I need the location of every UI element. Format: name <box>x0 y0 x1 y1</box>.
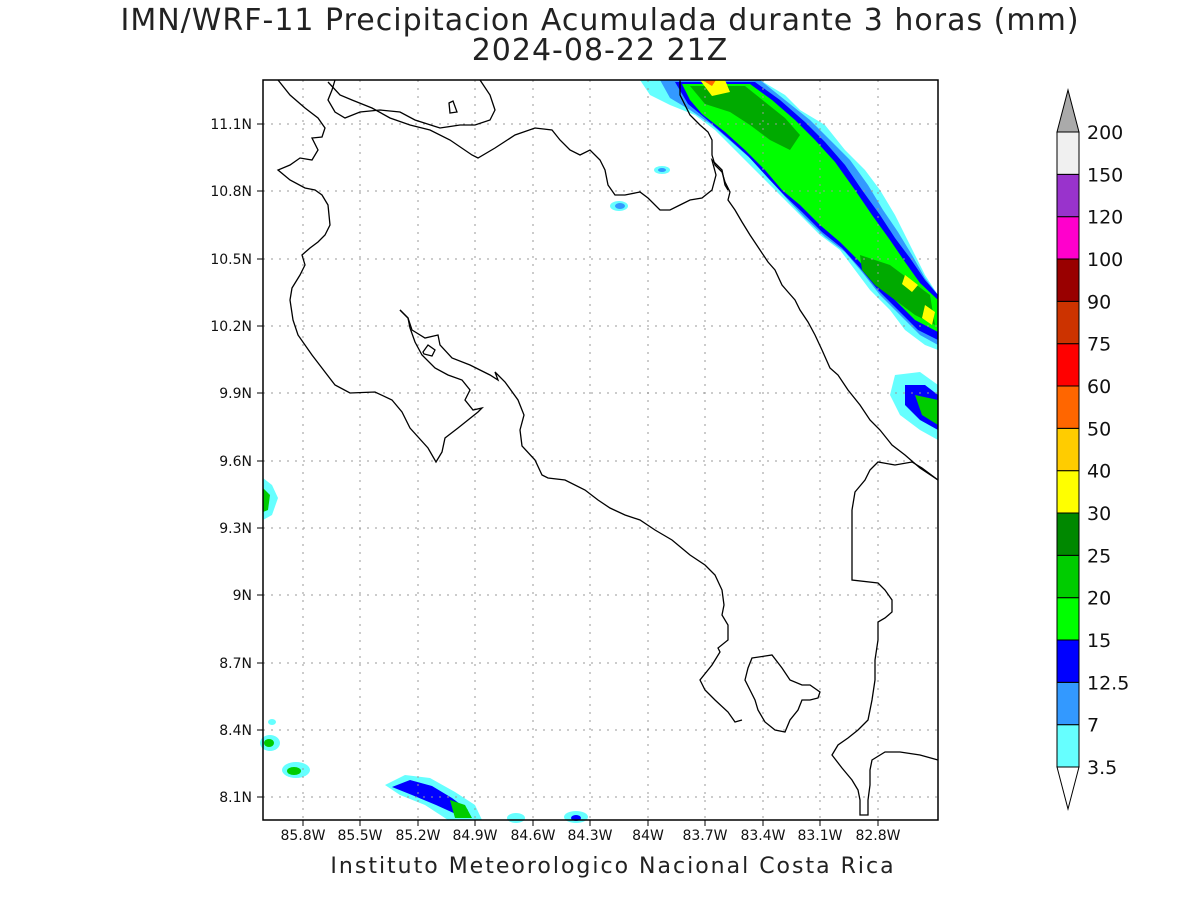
colorbar-label: 90 <box>1087 291 1111 313</box>
colorbar-box <box>1056 597 1080 641</box>
colorbar-lower-arrow <box>1056 766 1080 811</box>
precip-dot-north-1-core <box>658 168 666 172</box>
colorbar-box <box>1056 681 1080 726</box>
coastline-north-bay <box>327 79 496 129</box>
precip-cluster-west-20 <box>263 488 270 512</box>
colorbar-label: 20 <box>1087 588 1111 610</box>
lat-label: 8.7N <box>219 656 252 672</box>
lon-label: 84.3W <box>567 828 612 844</box>
colorbar-label: 7 <box>1087 715 1099 737</box>
colorbar-box <box>1056 173 1080 218</box>
colorbar-box <box>1056 470 1080 514</box>
colorbar-box <box>1056 385 1080 429</box>
colorbar-box <box>1056 724 1080 768</box>
lat-label: 9.3N <box>219 521 252 537</box>
lat-label: 10.2N <box>210 319 252 335</box>
lake-nicaragua-shore <box>327 81 729 211</box>
precip-dot-sw-3-core <box>287 767 301 775</box>
lat-axis: 11.1N 10.8N 10.5N 10.2N 9.9N 9.6N 9.3N 9… <box>210 117 263 806</box>
colorbar-box <box>1056 300 1080 345</box>
map-footer: Instituto Meteorologico Nacional Costa R… <box>330 854 896 879</box>
colorbar-label: 100 <box>1087 249 1123 271</box>
colorbar-label: 200 <box>1087 122 1123 144</box>
colorbar-box <box>1056 343 1080 387</box>
colorbar-box <box>1056 258 1080 302</box>
map-title: IMN/WRF-11 Precipitacion Acumulada duran… <box>120 3 1080 38</box>
colorbar-box <box>1056 427 1080 472</box>
lon-label: 84.9W <box>452 828 497 844</box>
lon-label: 83.1W <box>797 828 842 844</box>
lat-label: 10.5N <box>210 252 252 268</box>
island-small-1 <box>448 100 458 114</box>
precip-dot-sw-2-core <box>264 739 274 747</box>
map-gridlines <box>263 80 938 820</box>
precip-band-northeast-7 <box>660 80 938 345</box>
coastline-caribbean <box>679 80 939 481</box>
colorbar-label: 30 <box>1087 503 1111 525</box>
colorbar-label: 120 <box>1087 207 1123 229</box>
colorbar-label: 60 <box>1087 376 1111 398</box>
colorbar-label: 50 <box>1087 418 1111 440</box>
precip-band-northeast-25 <box>690 86 935 325</box>
colorbar-upper-arrow <box>1056 88 1080 133</box>
precipitation-shading <box>260 80 938 823</box>
colorbar-label: 3.5 <box>1087 757 1117 779</box>
lon-label: 82.8W <box>855 828 900 844</box>
coastline-nicaragua-lake <box>276 79 485 464</box>
lon-label: 84.6W <box>510 828 555 844</box>
map-frame <box>262 79 939 821</box>
coastlines <box>276 79 939 816</box>
colorbar-label: 75 <box>1087 334 1111 356</box>
coastline-nicoya-gulf <box>399 309 743 723</box>
lon-label: 83.4W <box>740 828 785 844</box>
lon-label: 83.7W <box>682 828 727 844</box>
lat-label: 9.9N <box>219 386 252 402</box>
lon-label: 85.5W <box>337 828 382 844</box>
lon-axis: 85.8W 85.5W 85.2W 84.9W 84.6W 84.3W 84W … <box>280 820 901 844</box>
precip-dot-sw-1 <box>268 719 276 725</box>
colorbar-box <box>1056 216 1080 260</box>
lat-label: 8.4N <box>219 723 252 739</box>
precip-band-south-12 <box>392 780 468 815</box>
colorbar-label: 15 <box>1087 630 1111 652</box>
precip-dot-north-2-core <box>615 203 625 209</box>
colorbar-label: 25 <box>1087 545 1111 567</box>
lat-label: 11.1N <box>210 117 252 133</box>
precip-band-south-20 <box>450 800 472 818</box>
colorbar-label: 12.5 <box>1087 672 1129 694</box>
colorbar-box <box>1056 639 1080 683</box>
colorbar-box <box>1056 554 1080 599</box>
lon-label: 85.8W <box>280 828 325 844</box>
colorbar-box <box>1056 131 1080 175</box>
border-panama <box>831 461 939 816</box>
lon-label: 85.2W <box>395 828 440 844</box>
colorbar: 3.5 7 12.5 15 20 25 30 40 50 60 75 90 100 120 150 200 <box>1056 88 1129 811</box>
map-subtitle: 2024-08-22 21Z <box>471 33 729 68</box>
colorbar-label: 40 <box>1087 461 1111 483</box>
lat-label: 10.8N <box>210 184 252 200</box>
colorbar-label: 150 <box>1087 164 1123 186</box>
coastline-osa <box>744 654 821 733</box>
lat-label: 9.6N <box>219 454 252 470</box>
colorbar-box <box>1056 512 1080 556</box>
lat-label: 8.1N <box>219 790 252 806</box>
precip-dot-south-1 <box>507 813 525 823</box>
lon-label: 84W <box>632 828 664 844</box>
island-small-2 <box>422 344 436 357</box>
precip-cluster-east-20 <box>915 395 938 425</box>
lat-label: 9N <box>233 588 252 604</box>
